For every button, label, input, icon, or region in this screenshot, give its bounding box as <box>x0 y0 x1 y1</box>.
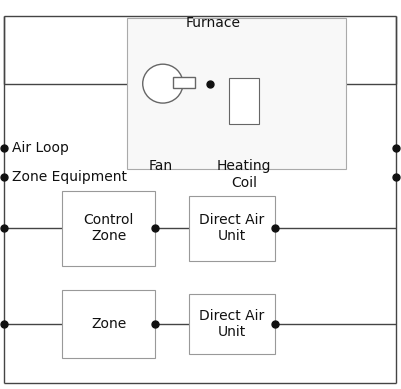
FancyBboxPatch shape <box>62 191 154 266</box>
Text: Direct Air
Unit: Direct Air Unit <box>199 213 264 244</box>
FancyBboxPatch shape <box>188 196 275 261</box>
Bar <box>172 77 194 88</box>
Text: Control
Zone: Control Zone <box>83 213 134 244</box>
FancyBboxPatch shape <box>126 18 345 169</box>
FancyBboxPatch shape <box>62 290 154 358</box>
Text: Furnace: Furnace <box>185 16 240 30</box>
Text: Zone Equipment: Zone Equipment <box>12 170 127 184</box>
Text: Zone: Zone <box>91 317 126 331</box>
FancyBboxPatch shape <box>188 294 275 354</box>
Circle shape <box>142 64 182 103</box>
FancyBboxPatch shape <box>229 78 259 124</box>
Text: Heating
Coil: Heating Coil <box>216 159 271 190</box>
Text: Fan: Fan <box>148 159 172 173</box>
Text: Direct Air
Unit: Direct Air Unit <box>199 308 264 339</box>
Text: Air Loop: Air Loop <box>12 141 69 155</box>
